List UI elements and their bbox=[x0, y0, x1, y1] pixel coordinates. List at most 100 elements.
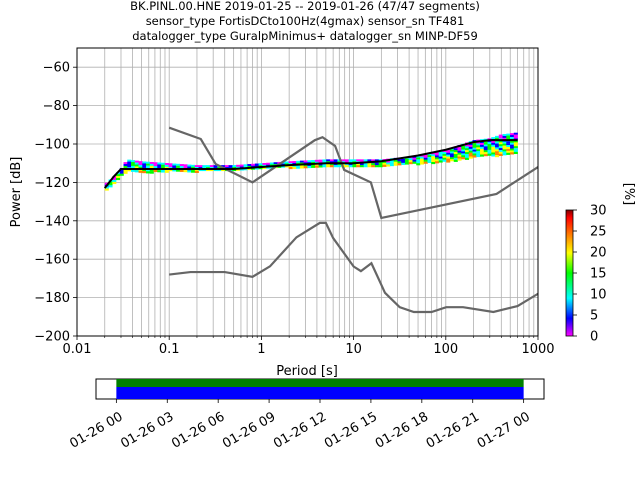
psd-cell bbox=[232, 165, 237, 168]
psd-cell bbox=[449, 155, 455, 158]
psd-cell bbox=[299, 166, 304, 169]
psd-cell bbox=[341, 159, 346, 162]
title-line-3: datalogger_type GuralpMinimus+ datalogge… bbox=[132, 29, 478, 43]
psd-cell bbox=[172, 169, 177, 172]
psd-cell bbox=[123, 162, 128, 165]
psd-cell bbox=[495, 141, 500, 144]
psd-cell bbox=[510, 135, 515, 138]
psd-cell bbox=[453, 150, 458, 153]
psd-cell bbox=[206, 168, 211, 172]
psd-cell bbox=[269, 166, 274, 169]
psd-cell bbox=[483, 152, 488, 155]
timeline-coverage-top bbox=[116, 379, 524, 387]
psd-cell bbox=[453, 159, 458, 162]
psd-cell bbox=[116, 177, 121, 181]
psd-cell bbox=[498, 140, 503, 143]
psd-cell bbox=[423, 155, 428, 158]
psd-cell bbox=[438, 160, 443, 163]
psd-cell bbox=[386, 164, 391, 167]
psd-cell bbox=[506, 143, 511, 146]
psd-cell bbox=[468, 150, 473, 153]
psd-cell bbox=[191, 166, 196, 169]
psd-cell bbox=[359, 163, 364, 166]
psd-cell bbox=[476, 149, 481, 152]
psd-cell bbox=[446, 156, 451, 159]
psd-cell bbox=[434, 161, 440, 164]
psd-cell bbox=[322, 163, 327, 166]
timeline-tick-label: 01-26 15 bbox=[322, 409, 380, 451]
psd-cell bbox=[408, 162, 413, 165]
psd-cell bbox=[153, 162, 158, 165]
psd-cell bbox=[307, 165, 312, 169]
psd-cell bbox=[228, 165, 233, 168]
psd-cell bbox=[333, 165, 338, 168]
psd-cell bbox=[108, 185, 113, 188]
psd-cell bbox=[476, 141, 481, 144]
psd-cell bbox=[483, 144, 488, 147]
psd-cell bbox=[457, 154, 462, 157]
psd-cell bbox=[356, 163, 361, 166]
psd-cell bbox=[363, 159, 368, 162]
psd-cell bbox=[472, 151, 477, 154]
psd-cell bbox=[483, 150, 488, 153]
psd-cell bbox=[491, 142, 496, 145]
psd-cell bbox=[314, 163, 319, 166]
psd-cell bbox=[465, 153, 470, 157]
psd-cell bbox=[495, 149, 500, 152]
title-line-2: sensor_type FortisDCto100Hz(4gmax) senso… bbox=[146, 14, 465, 28]
psd-cell bbox=[206, 165, 211, 168]
psd-cell bbox=[374, 163, 379, 166]
mean-psd-line bbox=[103, 139, 518, 189]
psd-cell bbox=[333, 159, 338, 162]
psd-cell bbox=[389, 162, 395, 165]
psd-cell bbox=[112, 181, 117, 185]
psd-cell bbox=[498, 146, 503, 149]
psd-cell bbox=[198, 168, 203, 172]
psd-cell bbox=[142, 165, 147, 168]
psd-cell bbox=[262, 163, 267, 166]
grid bbox=[76, 48, 538, 337]
psd-cell bbox=[480, 150, 485, 153]
psd-cell bbox=[352, 159, 357, 162]
psd-cell bbox=[446, 154, 451, 157]
psd-cell bbox=[468, 156, 473, 159]
psd-cell bbox=[495, 147, 500, 150]
psd-cell bbox=[449, 151, 455, 154]
psd-cell bbox=[472, 149, 477, 152]
psd-cell bbox=[329, 163, 334, 166]
psd-cell bbox=[134, 170, 139, 173]
psd-cell bbox=[161, 170, 166, 173]
psd-cell bbox=[404, 158, 410, 161]
psd-cell bbox=[423, 161, 428, 164]
psd-cell bbox=[476, 153, 481, 156]
psd-cell bbox=[480, 154, 485, 157]
psd-cell bbox=[179, 165, 184, 169]
psd-cell bbox=[149, 163, 154, 167]
psd-cell bbox=[510, 146, 515, 149]
psd-cell bbox=[472, 143, 477, 147]
psd-cell bbox=[431, 158, 436, 161]
psd-cell bbox=[502, 137, 507, 140]
psd-cell bbox=[476, 145, 481, 148]
psd-cell bbox=[127, 169, 132, 172]
noise-models bbox=[168, 126, 538, 314]
psd-cell bbox=[303, 166, 308, 169]
psd-cell bbox=[142, 169, 147, 172]
psd-cell bbox=[307, 160, 312, 163]
psd-cell bbox=[465, 148, 470, 151]
colorbar-tick-label: 15 bbox=[590, 267, 607, 282]
psd-cell bbox=[465, 155, 470, 159]
psd-cell bbox=[468, 146, 473, 150]
psd-cell bbox=[371, 159, 376, 162]
psd-cell bbox=[510, 152, 515, 155]
psd-cell bbox=[232, 168, 237, 172]
psd-cell bbox=[472, 147, 477, 150]
psd-cell bbox=[416, 163, 421, 166]
psd-cell bbox=[224, 165, 229, 168]
psd-cell bbox=[251, 167, 256, 170]
x-tick-label: 0.1 bbox=[159, 342, 180, 357]
psd-cell bbox=[393, 163, 398, 166]
psd-cell bbox=[423, 153, 428, 157]
psd-cell bbox=[427, 157, 432, 160]
psd-cell bbox=[472, 141, 477, 145]
